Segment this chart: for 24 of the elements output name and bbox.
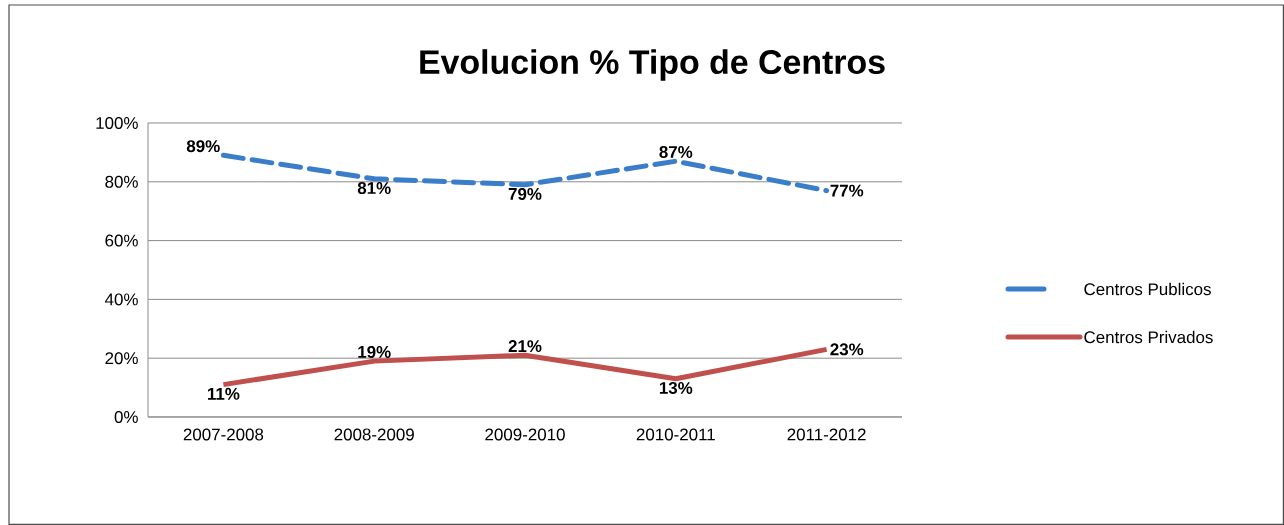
y-tick-label: 40% (104, 293, 138, 306)
x-tick-label: 2011-2012 (787, 428, 866, 441)
data-label: 13% (659, 381, 693, 394)
data-label: 11% (207, 387, 240, 400)
y-tick-label: 100% (96, 116, 138, 129)
legend-label: Centros Publicos (1084, 282, 1211, 296)
data-label: 77% (830, 184, 864, 197)
data-label: 81% (357, 182, 391, 195)
y-tick-label: 20% (105, 352, 138, 365)
x-tick-label: 2008-2009 (334, 428, 414, 441)
y-tick-label: 80% (105, 175, 138, 188)
data-label: 87% (659, 146, 693, 159)
legend-label: Centros Privados (1084, 330, 1213, 344)
data-label: 89% (186, 140, 220, 153)
data-label: 79% (508, 187, 542, 200)
x-tick-label: 2007-2008 (183, 428, 264, 441)
data-label: 21% (508, 340, 542, 353)
data-label: 19% (358, 345, 391, 358)
data-label: 23% (830, 343, 864, 356)
x-tick-label: 2009-2010 (485, 428, 565, 441)
x-tick-label: 2010-2011 (636, 428, 715, 441)
y-tick-label: 0% (114, 410, 138, 423)
chart-title: Evolucion % Tipo de Centros (420, 49, 885, 81)
y-tick-label: 60% (105, 234, 138, 247)
